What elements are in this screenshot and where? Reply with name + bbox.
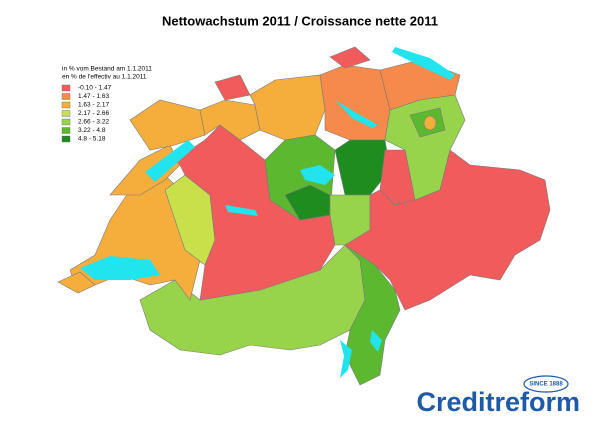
lake bbox=[80, 256, 160, 280]
legend-swatch bbox=[61, 101, 71, 109]
legend-swatch bbox=[61, 84, 71, 92]
canton bbox=[423, 115, 437, 131]
lakes bbox=[80, 47, 455, 378]
logo: Creditreform bbox=[416, 387, 580, 417]
canton bbox=[249, 74, 326, 141]
lake bbox=[370, 330, 382, 352]
canton bbox=[199, 99, 261, 141]
legend-label: 4.8 - 5.18 bbox=[78, 136, 106, 143]
canton bbox=[129, 99, 206, 151]
legend-label: 3.22 - 4.8 bbox=[78, 127, 106, 134]
canton bbox=[57, 271, 96, 294]
lake bbox=[335, 100, 378, 128]
legend-label: 1.47 - 1.63 bbox=[78, 93, 109, 100]
map-title: Nettowachstum 2011 / Croissance nette 20… bbox=[162, 13, 438, 28]
legend-label: 2.17 - 2.66 bbox=[78, 110, 109, 117]
canton-map bbox=[57, 46, 551, 386]
lake bbox=[145, 140, 195, 182]
legend-label: 1.63 - 2.17 bbox=[78, 102, 109, 109]
legend-title: en % de l'effectiv au 1.1.2011 bbox=[62, 74, 147, 81]
lake bbox=[300, 165, 335, 185]
legend-swatch bbox=[61, 110, 71, 117]
logo-badge-text: SINCE 1888 bbox=[529, 382, 563, 388]
lake bbox=[340, 340, 352, 378]
lake bbox=[392, 47, 455, 80]
lake bbox=[225, 205, 258, 216]
canton bbox=[214, 74, 251, 101]
legend-swatch bbox=[61, 118, 71, 126]
legend-label: 2.66 - 3.22 bbox=[78, 119, 109, 126]
legend: -0.10 - 1.471.47 - 1.63 1.63 - 2.172.17 -… bbox=[61, 84, 112, 143]
legend-swatch bbox=[61, 127, 71, 134]
logo-badge bbox=[523, 375, 569, 393]
legend-swatch bbox=[61, 135, 71, 143]
canton bbox=[344, 244, 401, 386]
legend-label: -0.10 - 1.47 bbox=[78, 85, 112, 92]
legend-title: in % vom Bestand am 1.1.2011 bbox=[62, 66, 152, 73]
canton bbox=[329, 46, 371, 69]
canton bbox=[319, 64, 391, 141]
legend-swatch bbox=[61, 93, 71, 100]
